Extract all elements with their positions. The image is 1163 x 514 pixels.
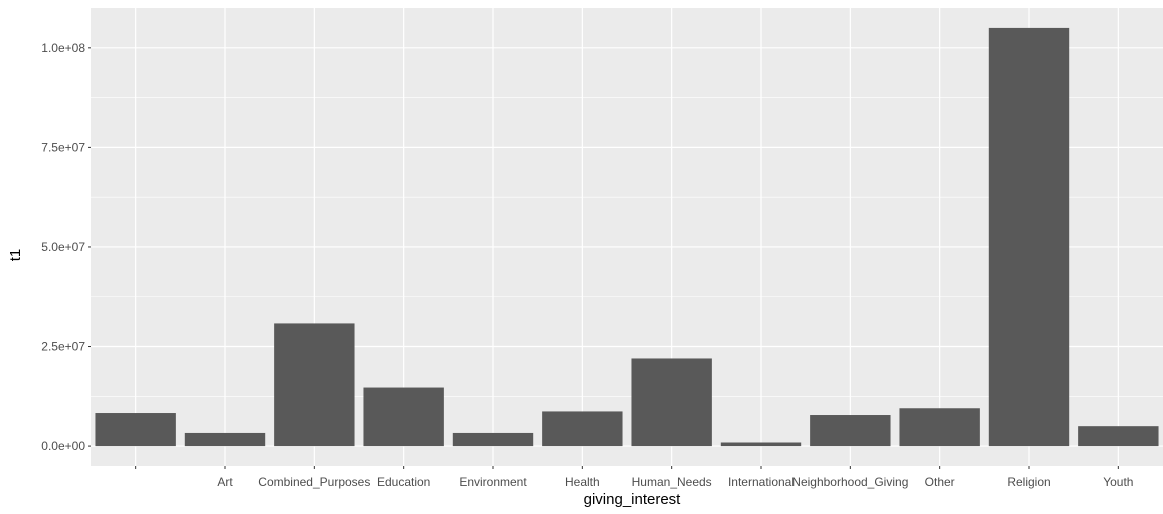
- y-tick-label: 0.0e+00: [41, 439, 85, 453]
- bar: [899, 408, 980, 447]
- bar: [1078, 426, 1159, 447]
- bar: [988, 27, 1070, 447]
- bar: [810, 415, 891, 447]
- x-tick-label: Human_Needs: [632, 475, 712, 489]
- bar: [720, 442, 802, 447]
- bars: [95, 27, 1159, 447]
- x-axis-title: giving_interest: [584, 491, 682, 508]
- x-axis: Art Combined_Purposes Education Environment…: [135, 466, 1133, 489]
- y-tick-label: 2.5e+07: [41, 340, 85, 354]
- x-tick-label: Neighborhood_Giving: [792, 475, 908, 489]
- x-tick-label: Youth: [1103, 475, 1133, 489]
- bar: [542, 411, 623, 447]
- x-tick-label: International: [728, 475, 794, 489]
- y-tick-label: 5.0e+07: [41, 240, 85, 254]
- bar: [363, 387, 444, 447]
- x-tick-label: Art: [217, 475, 233, 489]
- y-tick-label: 7.5e+07: [41, 140, 85, 154]
- x-tick-label: Other: [925, 475, 955, 489]
- bar: [184, 432, 266, 447]
- x-tick-label: Environment: [459, 475, 527, 489]
- x-tick-label: Education: [377, 475, 430, 489]
- bar: [631, 358, 712, 447]
- x-tick-label: Combined_Purposes: [258, 475, 370, 489]
- bar: [452, 432, 534, 447]
- x-tick-label: Religion: [1007, 475, 1050, 489]
- y-axis: 0.0e+00 2.5e+07 5.0e+07 7.5e+07 1.0e+08: [41, 41, 91, 453]
- minor-gridlines: [91, 97, 1163, 397]
- y-tick-label: 1.0e+08: [41, 41, 85, 55]
- plot-panel: [91, 8, 1163, 466]
- bar: [95, 413, 176, 447]
- x-tick-label: Health: [565, 475, 600, 489]
- bar: [274, 323, 355, 447]
- y-axis-title: t1: [7, 249, 24, 262]
